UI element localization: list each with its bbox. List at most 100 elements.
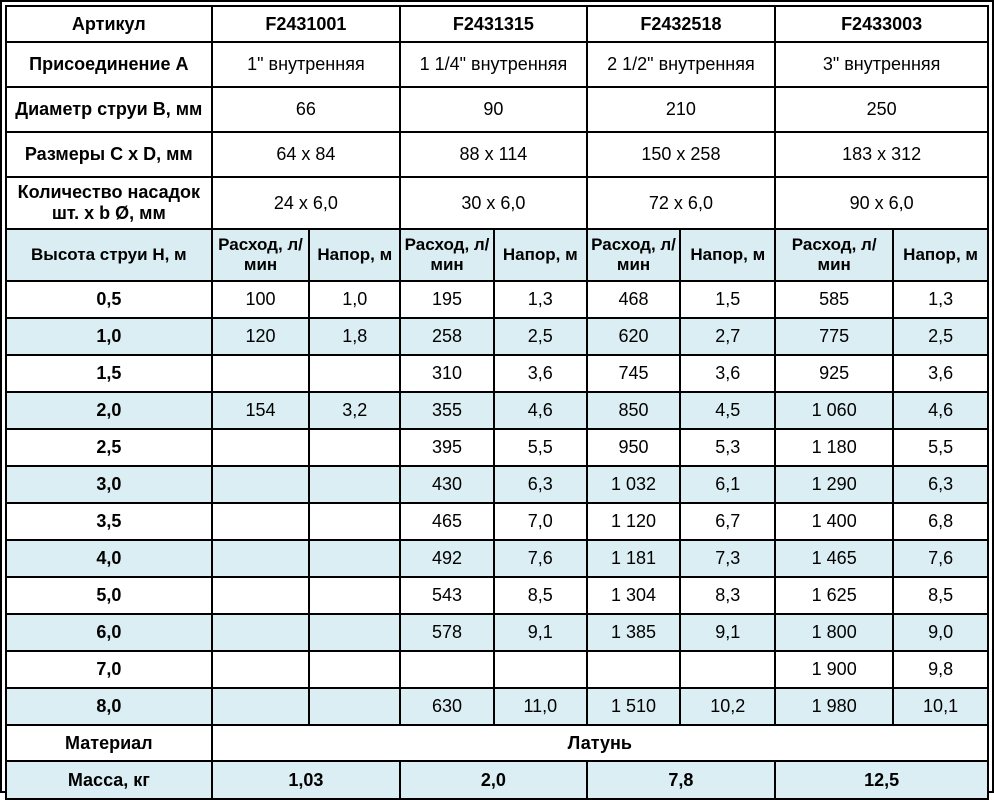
spec-value: 30 x 6,0	[399, 176, 588, 230]
spec-row-label: Диаметр струи В, мм	[5, 86, 213, 133]
flow-data-row: 0,5 100 1,0 195 1,3 468 1,5 585 1,3	[5, 280, 989, 319]
pressure-value: 4,5	[679, 391, 777, 430]
flow-data-row: 1,0 120 1,8 258 2,5 620 2,7 775 2,5	[5, 317, 989, 356]
flow-value: 120	[210, 317, 311, 356]
flow-data-row: 5,0 543 8,5 1 304 8,3 1 625 8,5	[5, 576, 989, 615]
flow-value	[210, 354, 311, 393]
pressure-value	[492, 650, 588, 689]
height-label: 5,0	[5, 576, 213, 615]
flow-value: 543	[399, 576, 495, 615]
pressure-value: 8,5	[492, 576, 588, 615]
flow-value: 258	[399, 317, 495, 356]
spec-value: 66	[210, 86, 402, 133]
flow-value: 1 625	[774, 576, 895, 615]
flow-value: 154	[210, 391, 311, 430]
flow-value: 1 120	[585, 502, 682, 541]
flow-value	[210, 687, 311, 726]
pressure-value	[308, 576, 402, 615]
spec-value: 3" внутренняя	[774, 41, 989, 88]
height-label: 3,5	[5, 502, 213, 541]
flow-data-row: 4,0 492 7,6 1 181 7,3 1 465 7,6	[5, 539, 989, 578]
flow-col-header: Расход, л/мин	[774, 228, 895, 282]
flow-value: 1 304	[585, 576, 682, 615]
spec-row-label: Присоединение А	[5, 41, 213, 88]
flow-value: 1 800	[774, 613, 895, 652]
article-value: F2431001	[210, 5, 402, 43]
flow-value: 950	[585, 428, 682, 467]
pressure-value: 4,6	[892, 391, 989, 430]
flow-value: 1 032	[585, 465, 682, 504]
spec-table: Артикул F2431001 F2431315 F2432518 F2433003 П…	[5, 5, 990, 800]
pressure-value: 9,1	[492, 613, 588, 652]
pressure-value	[308, 428, 402, 467]
flow-value: 745	[585, 354, 682, 393]
flow-data-row: 2,0 154 3,2 355 4,6 850 4,5 1 060 4,6	[5, 391, 989, 430]
pressure-value: 2,7	[679, 317, 777, 356]
flow-value: 430	[399, 465, 495, 504]
pressure-value: 4,6	[492, 391, 588, 430]
flow-value: 585	[774, 280, 895, 319]
height-label: 0,5	[5, 280, 213, 319]
pressure-value: 6,8	[892, 502, 989, 541]
head-col-header: Напор, м	[892, 228, 989, 282]
material-value: Латунь	[210, 724, 990, 762]
height-label: 3,0	[5, 465, 213, 504]
pressure-value: 7,6	[492, 539, 588, 578]
pressure-value: 2,5	[492, 317, 588, 356]
spec-value: 64 x 84	[210, 131, 402, 178]
pressure-value: 3,2	[308, 391, 402, 430]
flow-value: 1 400	[774, 502, 895, 541]
flow-data-row: 6,0 578 9,1 1 385 9,1 1 800 9,0	[5, 613, 989, 652]
mass-value: 7,8	[585, 760, 777, 800]
material-row: Материал Латунь	[5, 724, 990, 762]
spec-row-label: Размеры С x D, мм	[5, 131, 213, 178]
flow-data-row: 2,5 395 5,5 950 5,3 1 180 5,5	[5, 428, 989, 467]
spec-value: 250	[774, 86, 989, 133]
pressure-value: 6,3	[892, 465, 989, 504]
flow-value: 1 181	[585, 539, 682, 578]
pressure-value	[308, 650, 402, 689]
flow-value: 492	[399, 539, 495, 578]
flow-value	[210, 502, 311, 541]
pressure-value	[679, 650, 777, 689]
spec-row: Артикул F2431001 F2431315 F2432518 F2433003	[5, 5, 989, 43]
mass-label: Масса, кг	[5, 760, 213, 800]
flow-value	[210, 539, 311, 578]
article-value: F2432518	[585, 5, 777, 43]
pressure-value: 7,0	[492, 502, 588, 541]
flow-value: 310	[399, 354, 495, 393]
mass-value: 2,0	[399, 760, 588, 800]
flow-value	[210, 613, 311, 652]
spec-value: 2 1/2" внутренняя	[585, 41, 777, 88]
height-label: 4,0	[5, 539, 213, 578]
flow-value	[585, 650, 682, 689]
flow-value: 1 900	[774, 650, 895, 689]
spec-value: 150 x 258	[585, 131, 777, 178]
flow-data-row: 3,0 430 6,3 1 032 6,1 1 290 6,3	[5, 465, 989, 504]
material-label: Материал	[5, 724, 213, 762]
flow-value: 395	[399, 428, 495, 467]
pressure-value: 7,6	[892, 539, 989, 578]
flow-value	[210, 650, 311, 689]
flow-value: 775	[774, 317, 895, 356]
pressure-value: 3,6	[679, 354, 777, 393]
footer-section: Материал Латунь Масса, кг 1,03 2,0 7,8 1…	[5, 724, 990, 800]
head-col-header: Напор, м	[492, 228, 588, 282]
article-value: F2433003	[774, 5, 989, 43]
flow-data-row: 3,5 465 7,0 1 120 6,7 1 400 6,8	[5, 502, 989, 541]
flow-value: 1 385	[585, 613, 682, 652]
spec-row: Присоединение А 1" внутренняя 1 1/4" внутр…	[5, 41, 989, 88]
height-label: 6,0	[5, 613, 213, 652]
flow-value: 1 510	[585, 687, 682, 726]
pressure-value	[308, 502, 402, 541]
flow-header-section: Высота струи Н, м Расход, л/мин Напор, м…	[5, 228, 989, 282]
pressure-value: 1,5	[679, 280, 777, 319]
pressure-value: 2,5	[892, 317, 989, 356]
pressure-value: 3,6	[892, 354, 989, 393]
pressure-value: 7,3	[679, 539, 777, 578]
spec-value: 1" внутренняя	[210, 41, 402, 88]
flow-value: 1 060	[774, 391, 895, 430]
mass-row: Масса, кг 1,03 2,0 7,8 12,5	[5, 760, 989, 800]
flow-value: 100	[210, 280, 311, 319]
